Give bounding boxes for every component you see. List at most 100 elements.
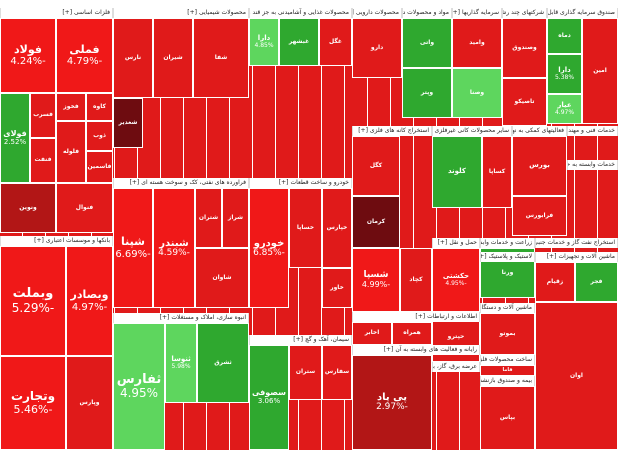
treemap-tile[interactable]: وتجارت -5.46% [0,356,66,450]
treemap-tile[interactable]: سفارس [322,345,352,400]
sector-header[interactable]: اطلاعات و ارتباطات[+] [352,312,480,322]
treemap-tile[interactable]: بپاس [480,386,535,450]
treemap-tile[interactable]: واتی [402,18,452,68]
sector-header[interactable]: رایانه و فعالیت های وابسته به آن[+] [352,345,480,355]
treemap-tile[interactable]: ثفارس 4.95% [113,323,165,450]
treemap-tile[interactable]: خپارس [322,188,352,268]
expand-sector-button[interactable]: [+] [159,314,170,321]
sector-header[interactable]: بانکها و موسسات اعتباری[+] [0,236,113,246]
treemap-tile[interactable]: فولای 2.52% [0,93,30,183]
sector-header[interactable]: خودرو و ساخت قطعات[+] [249,178,352,188]
treemap-tile[interactable]: تاصیکو [502,78,547,126]
treemap-tile[interactable]: وپتر [402,68,452,118]
sector-header[interactable]: استخراج نفت گاز و خدمات جنبی[+] [535,238,618,248]
treemap-tile[interactable]: خودرو -6.85% [249,188,289,308]
sector-header[interactable]: محصولات دارویی[+] [352,8,402,18]
treemap-tile[interactable]: دارو [352,18,402,78]
sector-header[interactable]: فلزات اساسی[+] [0,8,113,18]
sector-header[interactable]: لاستیک و پلاستیک[+] [480,252,535,262]
treemap-tile[interactable]: شاوان [195,248,249,308]
treemap-tile[interactable]: فاما [480,365,535,376]
sector-header[interactable]: استخراج کانه های فلزی[+] [352,126,432,136]
treemap-tile[interactable]: فولاد -4.24% [0,18,56,93]
sector-header[interactable]: صندوق سرمایه گذاری قابل معامله[+] [547,8,618,18]
sector-header[interactable]: مواد و محصولات دارویی[+] [402,8,452,18]
treemap-tile[interactable]: بورس [512,136,567,196]
treemap-tile[interactable]: دارا 5.38% [547,54,582,94]
expand-sector-button[interactable]: [+] [358,127,368,134]
sector-header[interactable]: زراعت و خدمات وابسته[+] [480,238,535,248]
sector-header[interactable]: خدمات وابسته به حمل و نقل[+] [567,160,618,170]
sector-header[interactable]: ماشین آلات و دستگاه های برقی[+] [480,303,535,313]
treemap-tile[interactable]: کلوند [432,136,482,208]
treemap-tile[interactable]: وصندوق [502,18,547,78]
sector-header[interactable]: فراورده های نفتی، کک و سوخت هسته ای[+] [113,178,249,188]
expand-sector-button[interactable]: [+] [278,179,289,186]
treemap-tile[interactable]: بموتو [480,313,535,355]
expand-sector-button[interactable]: [+] [481,253,487,260]
expand-sector-button[interactable]: [+] [437,239,448,246]
treemap-tile[interactable]: کچاد [400,248,432,312]
treemap-tile[interactable]: پی پاد -2.97% [352,355,432,450]
treemap-tile[interactable]: وامید [452,18,502,68]
expand-sector-button[interactable]: [+] [353,9,354,16]
sector-header[interactable]: ساخت محصولات فلزی[+] [480,355,535,365]
treemap-tile[interactable]: وبملت -5.29% [0,246,66,356]
treemap-tile[interactable]: فجر [575,262,618,302]
treemap-tile[interactable]: حکشتی -4.95% [432,248,480,312]
treemap-tile[interactable]: فنوال [56,183,113,233]
treemap-tile[interactable]: شتران [195,188,222,248]
sector-header[interactable]: حمل و نقل[+] [432,238,480,248]
sector-header[interactable]: محصولات شیمیایی[+] [113,8,249,18]
treemap-tile[interactable]: کگل [352,136,400,196]
expand-sector-button[interactable]: [+] [293,336,303,343]
treemap-tile[interactable]: دماه [547,18,582,54]
treemap-tile[interactable]: غبشهر [279,18,319,66]
treemap-tile[interactable]: خساپا [289,188,322,268]
sector-header[interactable]: خدمات فنی و مهندسی[+] [567,126,618,136]
treemap-tile[interactable]: شپنا -6.69% [113,188,153,308]
treemap-tile[interactable]: فخوز [56,93,86,121]
sector-header[interactable]: شرکتهای چند رشته ای صنعتی[+] [502,8,547,18]
treemap-tile[interactable]: ستران [289,345,322,400]
treemap-tile[interactable]: شغدیر [113,98,143,148]
treemap-tile[interactable]: شفا [193,18,249,98]
expand-sector-button[interactable]: [+] [129,179,140,186]
treemap-tile[interactable]: شبندر -4.59% [153,188,195,308]
sector-header[interactable]: سرمایه گذاریها[+] [452,8,502,18]
expand-sector-button[interactable]: [+] [432,127,433,134]
expand-sector-button[interactable]: [+] [383,346,394,353]
treemap-tile[interactable]: ثشرق [197,323,249,403]
expand-sector-button[interactable]: [+] [62,9,73,16]
treemap-tile[interactable]: کاوه [86,93,113,121]
treemap-tile[interactable]: وبصادر -4.97% [66,246,113,356]
treemap-tile[interactable]: ثنوسا 5.98% [165,323,197,403]
treemap-tile[interactable]: ذوب [86,121,113,151]
sector-header[interactable]: فعالیتهای کمکی به نهادهای مالی واسط[+] [512,126,567,136]
treemap-tile[interactable]: امین [582,18,618,124]
treemap-tile[interactable]: اوان [535,302,618,450]
sector-header[interactable]: بیمه و صندوق بازنشستگی[+] [480,376,535,386]
sector-header[interactable]: عرضه برق، گاز، بخار و آب گرم[+] [432,362,480,372]
treemap-tile[interactable]: خاور [322,268,352,308]
sector-header[interactable]: محصولات غذایی و آشامیدنی به جز قند و شکر… [249,8,352,18]
expand-sector-button[interactable]: [+] [415,313,426,320]
treemap-tile[interactable]: غگل [319,18,352,66]
sector-header[interactable]: انبوه سازی، املاک و مستغلات[+] [113,313,249,323]
treemap-tile[interactable]: عیار 4.97% [547,94,582,124]
treemap-tile[interactable]: نارس [113,18,153,98]
treemap-tile[interactable]: اخابر [352,322,392,345]
sector-header[interactable]: سیمان، آهک و گچ[+] [249,335,352,345]
treemap-tile[interactable]: فلوله [56,121,86,183]
treemap-tile[interactable]: فاسمین [86,151,113,183]
treemap-tile[interactable]: وپارس [66,356,113,450]
treemap-tile[interactable]: شیران [153,18,193,98]
sector-header[interactable]: سایر محصولات کانی غیرفلزی[+] [432,126,512,136]
treemap-tile[interactable]: سصوفی 3.06% [249,345,289,450]
expand-sector-button[interactable]: [+] [546,253,557,260]
treemap-tile[interactable]: وصنا [452,68,502,118]
sector-header[interactable]: ماشین آلات و تجهیزات[+] [535,252,618,262]
treemap-tile[interactable]: شراز [222,188,249,248]
treemap-tile[interactable]: فملی -4.79% [56,18,113,93]
expand-sector-button[interactable]: [+] [187,9,198,16]
